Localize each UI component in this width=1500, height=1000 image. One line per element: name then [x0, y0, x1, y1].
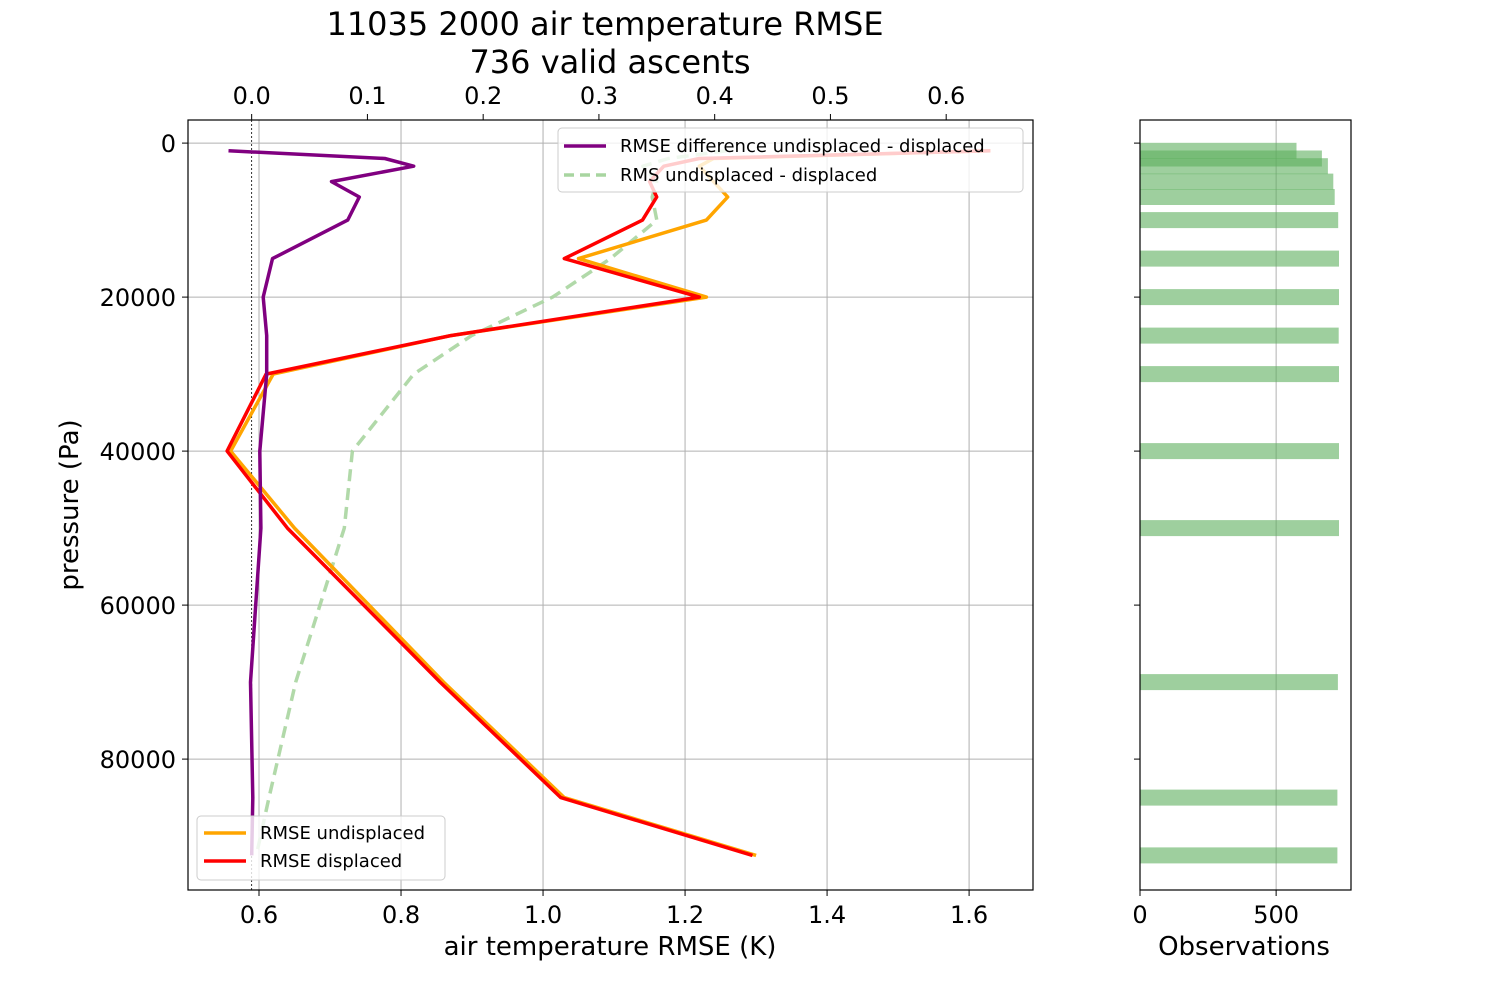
observation-bar [1140, 289, 1339, 306]
observation-bar [1140, 674, 1338, 691]
observation-bar [1140, 847, 1338, 864]
top-x-tick-label: 0.6 [927, 82, 965, 110]
x-tick-label: 0.8 [382, 901, 420, 929]
series-line-rmse-difference-undisplaced-displaced [228, 149, 416, 856]
observations-bars [1140, 142, 1339, 864]
x-axis-label: air temperature RMSE (K) [444, 932, 777, 962]
observation-bar [1140, 158, 1328, 175]
y-ticks: 0 20000 40000 60000 80000 [100, 130, 188, 774]
main-plot: 0.6 0.8 1.0 1.2 1.4 1.6 0.0 0.1 0.2 0.3 0.4 0.5 0.6… [55, 82, 1034, 962]
x-tick-label: 0.6 [240, 901, 278, 929]
legend-label-rmse-undisplaced: RMSE undisplaced [260, 823, 425, 844]
top-x-tick-label: 0.0 [233, 82, 271, 110]
observations-frame [1139, 119, 1352, 891]
top-x-tick-label: 0.1 [348, 82, 386, 110]
observation-bar [1140, 520, 1339, 537]
bottom-x-ticks: 0.6 0.8 1.0 1.2 1.4 1.6 [240, 890, 988, 929]
x-tick-label: 1.0 [524, 901, 562, 929]
legend-bottom-left: RMSE undisplaced RMSE displaced [196, 815, 446, 881]
observations-panel: 0 500 Observations [1132, 119, 1352, 962]
y-tick-label: 0 [161, 130, 176, 158]
main-grid [188, 120, 1033, 890]
observations-y-ticks [1134, 142, 1140, 760]
legend-top-right: RMSE difference undisplaced - displaced … [557, 127, 1024, 193]
observation-bar [1140, 212, 1339, 229]
chart-subtitle: 736 valid ascents [469, 43, 750, 81]
observations-tick-label: 500 [1253, 901, 1299, 929]
legend-label-rms-undisplaced-displaced: RMS undisplaced - displaced [620, 165, 877, 186]
y-tick-label: 40000 [100, 438, 176, 466]
x-tick-label: 1.6 [950, 901, 988, 929]
y-tick-label: 20000 [100, 284, 176, 312]
observation-bar [1140, 443, 1339, 460]
top-x-tick-label: 0.4 [696, 82, 734, 110]
observation-bar [1140, 250, 1339, 267]
legend-label-rmse-difference: RMSE difference undisplaced - displaced [620, 136, 985, 157]
series-line-rms-undisplaced-displaced [254, 149, 727, 856]
observations-x-label: Observations [1158, 932, 1330, 962]
top-x-tick-label: 0.2 [464, 82, 502, 110]
y-tick-label: 80000 [100, 746, 176, 774]
y-axis-label: pressure (Pa) [55, 419, 85, 590]
observations-x-ticks: 0 500 [1132, 890, 1299, 929]
y-tick-label: 60000 [100, 592, 176, 620]
x-tick-label: 1.2 [666, 901, 704, 929]
observation-bar [1140, 327, 1339, 344]
observation-bar [1140, 789, 1338, 806]
observation-bar [1140, 366, 1339, 383]
chart-title: 11035 2000 air temperature RMSE [326, 5, 883, 43]
main-plot-frame [187, 119, 1034, 891]
observation-bar [1140, 173, 1334, 190]
legend-label-rmse-displaced: RMSE displaced [260, 851, 402, 872]
x-tick-label: 1.4 [808, 901, 846, 929]
observations-tick-label: 0 [1132, 901, 1147, 929]
top-x-tick-label: 0.3 [580, 82, 618, 110]
top-x-ticks: 0.0 0.1 0.2 0.3 0.4 0.5 0.6 [233, 82, 965, 120]
top-x-tick-label: 0.5 [811, 82, 849, 110]
observation-bar [1140, 189, 1335, 205]
